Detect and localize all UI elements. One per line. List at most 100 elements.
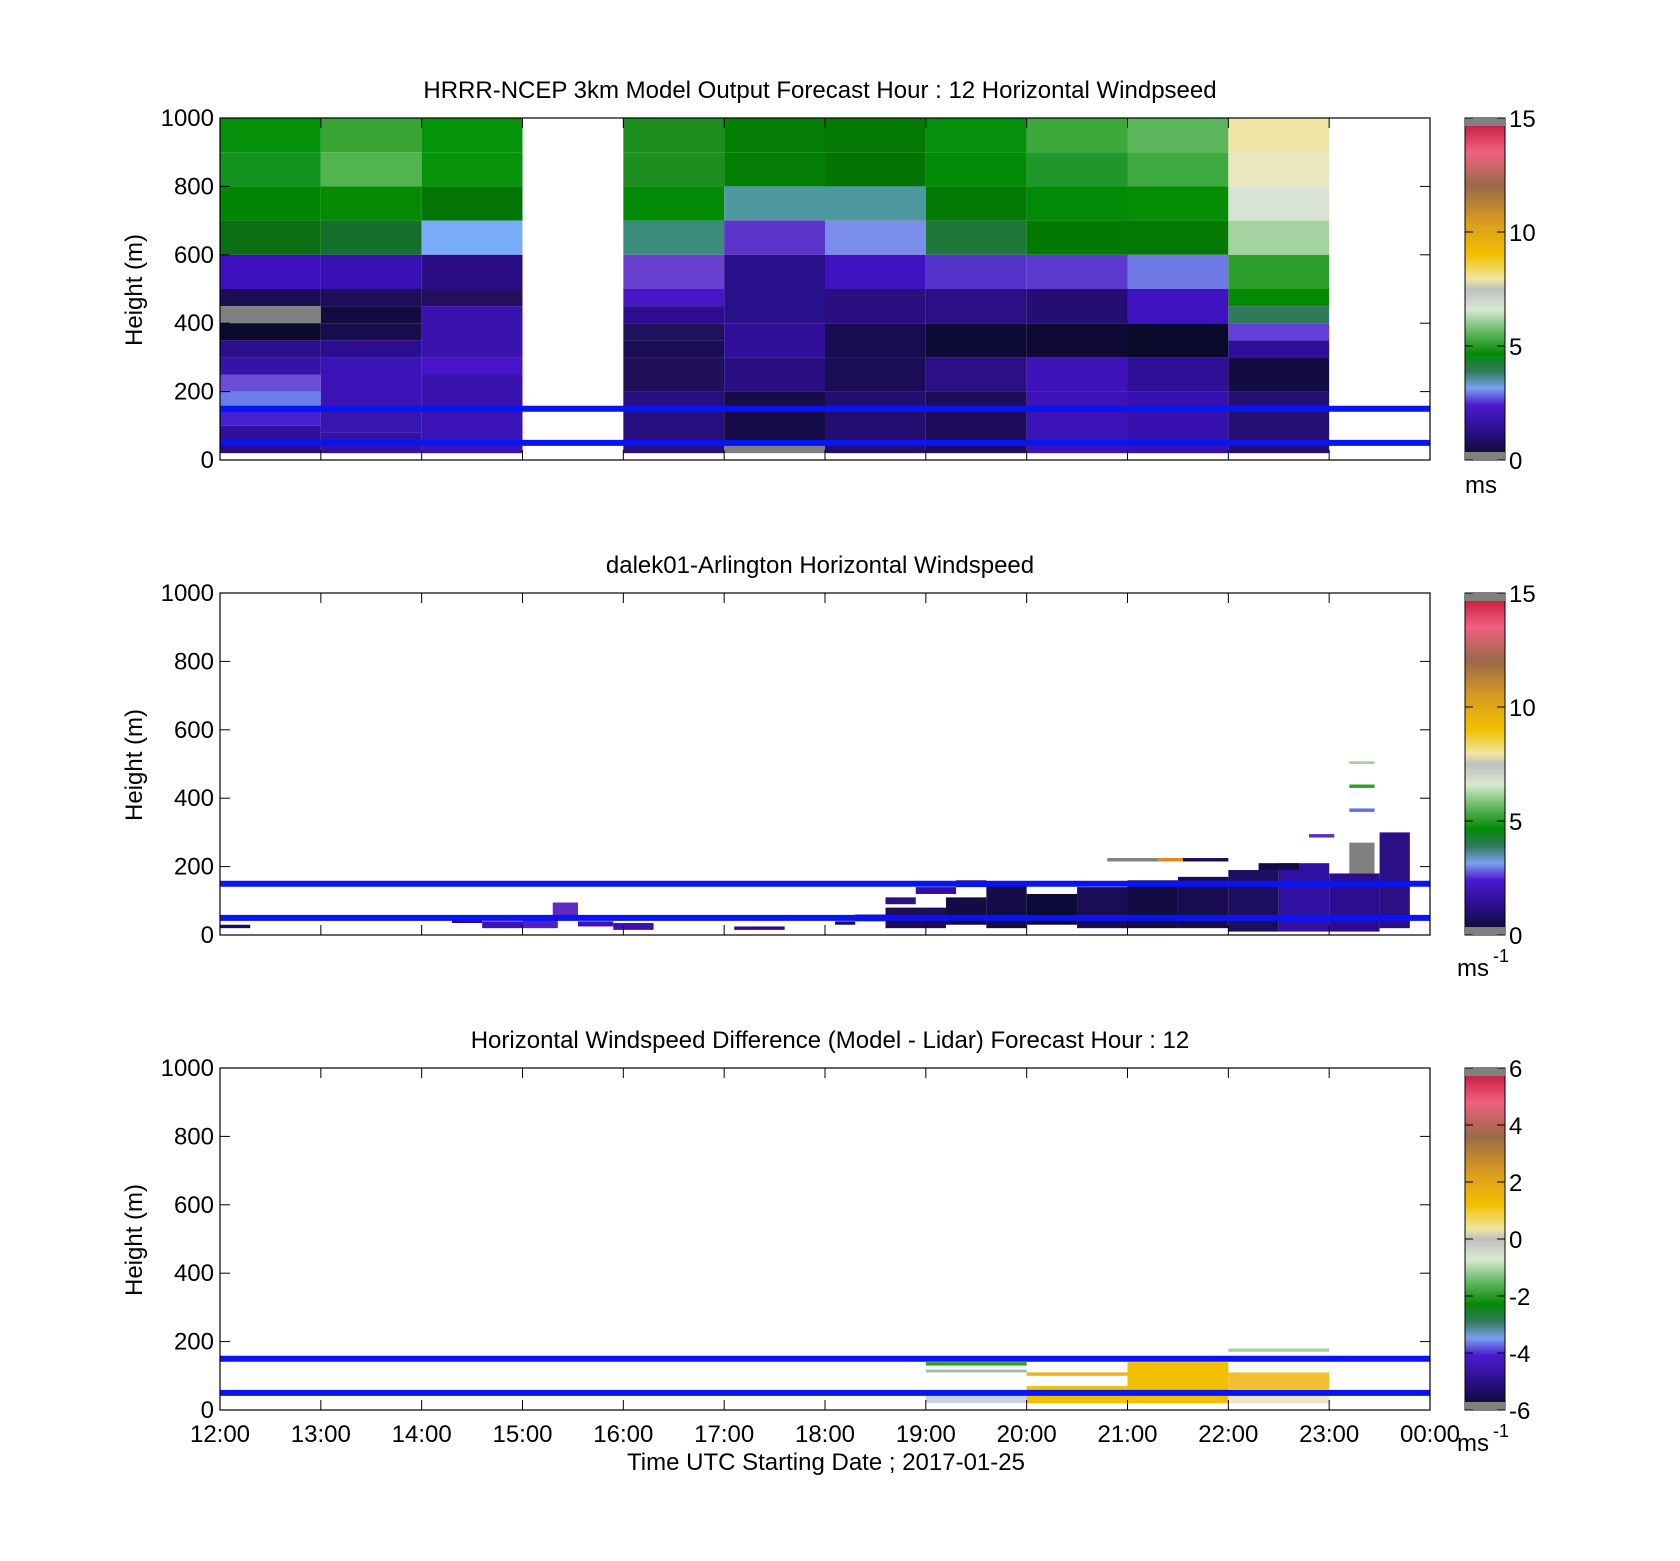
heatmap-cell	[421, 118, 523, 153]
x-tick-label: 19:00	[896, 1421, 956, 1448]
heatmap-cell	[482, 921, 523, 929]
colorbar-over-cap	[1465, 118, 1505, 126]
plot-frame	[219, 117, 1431, 461]
heatmap-cell	[577, 921, 614, 927]
heatmap-cell	[724, 391, 825, 443]
heatmap-cell	[1127, 880, 1178, 929]
heatmap-cell	[1349, 784, 1375, 788]
heatmap-cell	[1127, 254, 1229, 289]
heatmap-cell	[552, 902, 578, 918]
heatmap-cell	[623, 357, 725, 392]
heatmap-cell	[1127, 186, 1229, 221]
heatmap-cell	[421, 254, 523, 289]
colorbar-under-cap	[1465, 452, 1505, 460]
heatmap-cell	[623, 220, 725, 255]
x-tick-label: 23:00	[1299, 1421, 1359, 1448]
heatmap-cell	[220, 374, 321, 392]
heatmap-cell	[925, 357, 1027, 392]
x-axis-label: Time UTC Starting Date ; 2017-01-25	[627, 1449, 1025, 1476]
heatmap-cell	[1026, 254, 1128, 289]
panel-model: HRRR-NCEP 3km Model Output Forecast Hour…	[121, 77, 1536, 499]
y-tick-label: 800	[174, 1123, 214, 1150]
heatmap-cell	[1026, 152, 1128, 187]
heatmap-cell	[1026, 118, 1128, 153]
colorbar-tick-label: 0	[1509, 448, 1522, 475]
colorbar-tick-label: 15	[1509, 106, 1536, 133]
heatmap-cell	[825, 323, 926, 358]
y-tick-label: 1000	[161, 580, 214, 607]
colorbar-unit: ms	[1457, 955, 1489, 982]
heatmap-cell	[825, 220, 926, 255]
heatmap-cell	[220, 118, 321, 153]
heatmap-cell	[220, 357, 321, 375]
y-tick-label: 200	[174, 854, 214, 881]
x-ticks: 12:00 13:00 14:00 15:00 16:00 17:00 18:00 19:00…	[190, 1068, 1460, 1448]
x-tick-label: 00:00	[1400, 1421, 1460, 1448]
colorbar-unit: ms	[1457, 1430, 1489, 1457]
heatmap-cell	[421, 289, 523, 307]
heatmap-cell	[320, 340, 422, 358]
y-axis-label: Height (m)	[121, 234, 148, 346]
y-tick-label: 0	[201, 922, 214, 949]
colorbar-tick-label: 4	[1509, 1113, 1522, 1140]
heatmap-cell	[220, 254, 321, 289]
y-tick-label: 400	[174, 1260, 214, 1287]
colorbar-tick-label: 5	[1509, 809, 1522, 836]
heatmap-cell	[885, 897, 916, 905]
y-tick-label: 200	[174, 1329, 214, 1356]
heatmap-cell	[623, 323, 725, 341]
heatmap-cell	[1379, 832, 1410, 929]
heatmap-cell	[522, 917, 558, 929]
colorbar-under-cap	[1465, 927, 1505, 935]
colorbar-gradient	[1464, 592, 1506, 936]
heatmap-cell	[613, 923, 654, 930]
heatmap-cell	[925, 118, 1027, 153]
heatmap-cell	[421, 220, 523, 255]
heatmap-cell	[320, 289, 422, 307]
heatmap-cell	[724, 323, 825, 358]
heatmap-cells	[220, 761, 1410, 932]
heatmap-cell	[220, 442, 321, 454]
heatmap-cell	[1228, 870, 1279, 932]
heatmap-cell	[1026, 289, 1128, 324]
heatmap-cell	[421, 306, 523, 358]
heatmap-cell	[1349, 761, 1375, 764]
heatmap-cell	[451, 919, 483, 924]
heatmap-cell	[320, 152, 422, 187]
x-tick-label: 12:00	[190, 1421, 250, 1448]
heatmap-cell	[220, 289, 321, 307]
colorbar-tick-label: 2	[1509, 1170, 1522, 1197]
heatmap-cell	[1228, 323, 1330, 341]
colorbar-tick-label: 5	[1509, 334, 1522, 361]
heatmap-cell	[1228, 220, 1330, 255]
heatmap-cell	[220, 425, 321, 443]
colorbar-tick-label: 0	[1509, 1227, 1522, 1254]
heatmap-cell	[825, 289, 926, 324]
heatmap-cell	[1349, 842, 1375, 874]
heatmap-cell	[421, 152, 523, 187]
colorbar-tick-label: 15	[1509, 581, 1536, 608]
y-ticks: 0 200 400 600 800 1000	[161, 105, 1430, 474]
heatmap-cell	[925, 254, 1027, 289]
heatmap-cell	[825, 186, 926, 221]
heatmap-cell	[1228, 340, 1330, 358]
heatmap-cell	[623, 340, 725, 358]
heatmap-cell	[320, 186, 422, 221]
heatmap-cell	[835, 921, 856, 925]
plot-frame	[219, 1067, 1431, 1411]
heatmap-cell	[825, 357, 926, 392]
y-tick-label: 0	[201, 447, 214, 474]
reference-lines	[220, 880, 1430, 921]
y-tick-label: 1000	[161, 1055, 214, 1082]
heatmap-cell	[220, 391, 321, 409]
colorbar-under-cap	[1465, 1402, 1505, 1410]
heatmap-cell	[421, 374, 523, 409]
y-ticks: 0 200 400 600 800 1000	[161, 1055, 1430, 1424]
x-tick-label: 14:00	[392, 1421, 452, 1448]
heatmap-cell	[320, 306, 422, 324]
chart-title: dalek01-Arlington Horizontal Windspeed	[606, 552, 1034, 579]
chart-title: HRRR-NCEP 3km Model Output Forecast Hour…	[423, 77, 1216, 104]
heatmap-cell	[1026, 357, 1128, 392]
y-tick-label: 0	[201, 1397, 214, 1424]
heatmap-cell	[220, 306, 321, 324]
